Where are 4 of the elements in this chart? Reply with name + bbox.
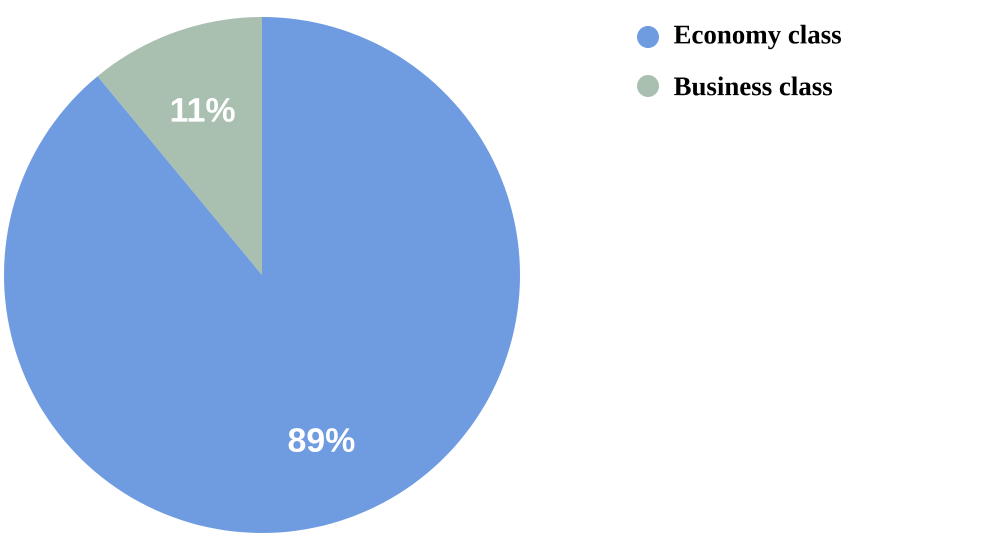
legend-label: Economy class [674, 24, 841, 50]
data-label: 11% [172, 98, 235, 122]
legend-label: Business class [674, 76, 832, 96]
data-label: 89% [288, 428, 354, 452]
